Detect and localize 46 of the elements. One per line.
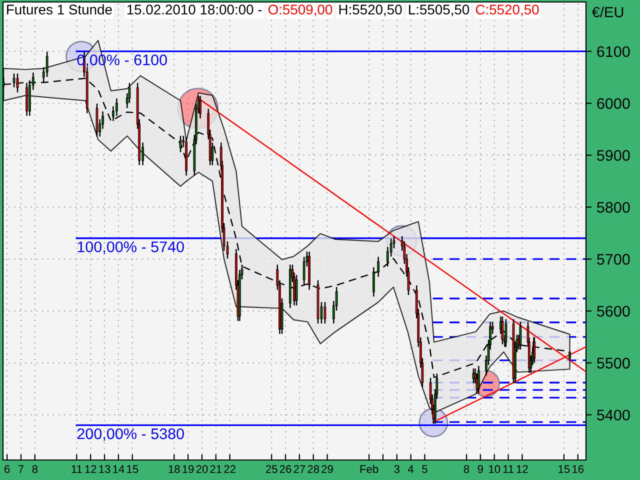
- x-tick-label: 15: [558, 465, 570, 474]
- annotation: H:5520,50: [339, 4, 402, 16]
- annotation: 100,00% - 5740: [78, 241, 184, 254]
- x-tick-label: 7: [18, 465, 24, 473]
- y-tick-label: 5600: [597, 306, 630, 317]
- annotation: C:5520,50: [476, 4, 539, 16]
- chart-title: Futures 1 Stunde: [7, 4, 112, 14]
- x-tick-label: 15: [127, 465, 138, 474]
- x-tick-label: 3: [394, 465, 400, 474]
- y-tick-label: 5700: [597, 254, 630, 265]
- annotation: L:5505,50: [409, 4, 470, 16]
- y-tick-label: 6100: [597, 46, 630, 58]
- x-tick-label: 14: [113, 465, 124, 473]
- x-tick-label: 29: [322, 465, 333, 474]
- x-tick-label: 25: [266, 465, 278, 474]
- x-tick-label: Feb: [360, 464, 378, 474]
- y-tick-label: 5400: [597, 410, 630, 421]
- x-tick-label: 12: [85, 465, 96, 473]
- x-tick-label: 5: [422, 465, 428, 474]
- x-tick-label: 20: [196, 465, 208, 474]
- x-tick-label: 8: [32, 465, 38, 474]
- x-tick-label: 18: [168, 465, 180, 474]
- x-tick-label: 27: [294, 465, 306, 473]
- y-axis-title: €/EU: [592, 6, 624, 18]
- y-tick-label: 6000: [597, 98, 630, 109]
- x-tick-label: 19: [182, 465, 194, 474]
- x-tick-label: 22: [224, 465, 236, 473]
- x-tick-label: 16: [572, 465, 584, 474]
- x-tick-label: 11: [503, 465, 514, 473]
- x-tick-label: 26: [280, 465, 292, 474]
- y-tick-label: 5900: [597, 150, 630, 161]
- chart-subtitle: 15.02.2010 18:00:00 -: [127, 4, 262, 14]
- x-tick-label: 10: [489, 465, 500, 474]
- x-tick-label: 8: [464, 465, 470, 474]
- x-tick-label: 12: [516, 465, 528, 473]
- y-tick-label: 5500: [597, 358, 630, 369]
- x-tick-label: 11: [72, 465, 82, 473]
- x-tick-label: 21: [210, 465, 222, 473]
- x-tick-label: 9: [478, 465, 483, 474]
- annotation: O:5509,00: [268, 4, 332, 16]
- annotation: 200,00% - 5380: [77, 428, 184, 442]
- x-tick-label: 6: [4, 465, 10, 474]
- x-tick-label: 28: [308, 465, 320, 474]
- y-tick-label: 5800: [597, 202, 630, 213]
- x-tick-label: 13: [99, 465, 110, 474]
- x-tick-label: 4: [408, 465, 414, 473]
